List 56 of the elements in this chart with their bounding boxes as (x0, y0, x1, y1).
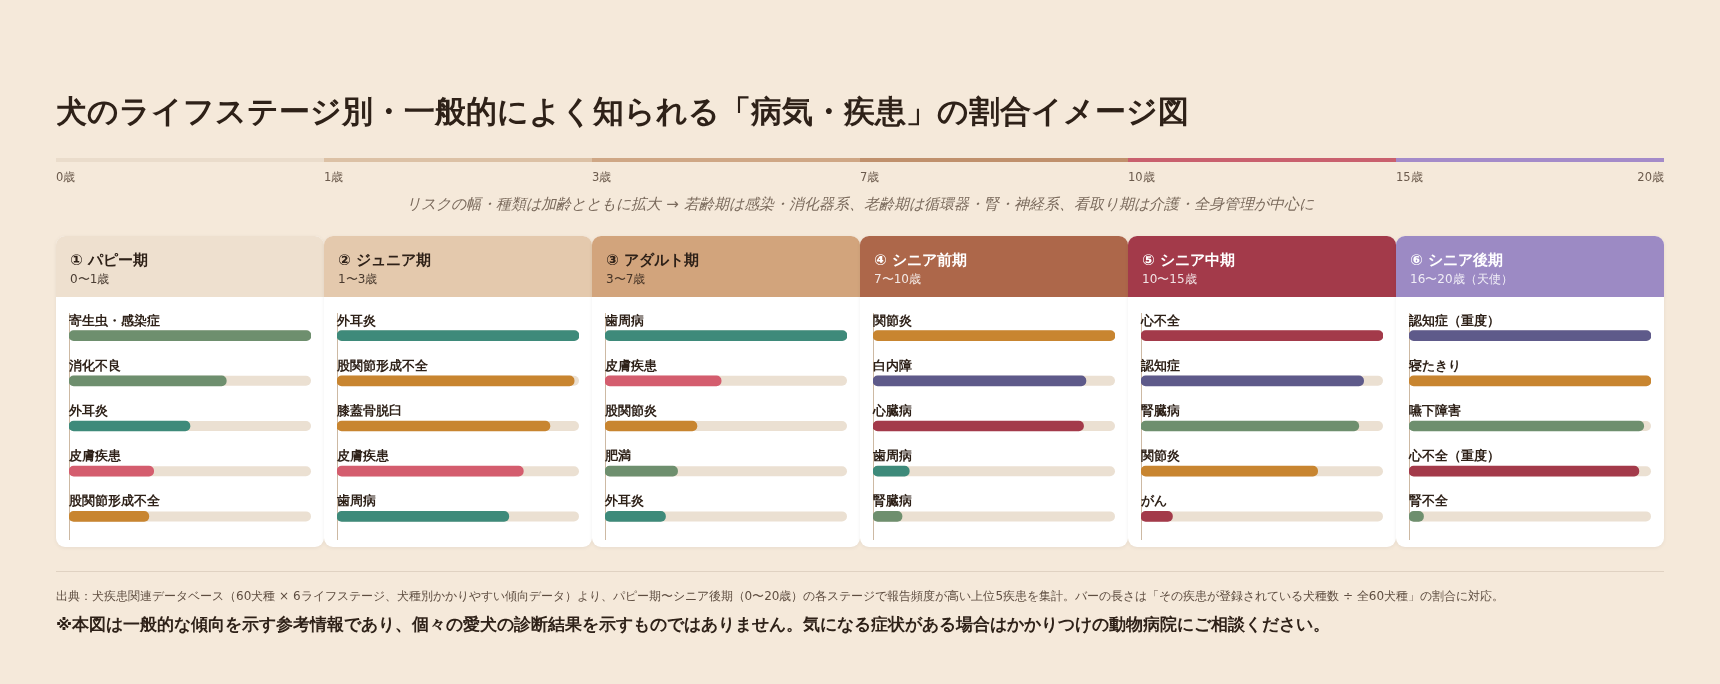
y-tick-label: 皮膚疾患 (68, 448, 122, 464)
y-tick-label: 消化不良 (68, 357, 121, 373)
y-tick-label: 嚥下障害 (1409, 403, 1461, 418)
bar (337, 375, 575, 387)
y-tick-label: 肥満 (604, 448, 631, 464)
chart-title: ③ アダルト期 (606, 250, 700, 270)
y-tick-label: 腎臓病 (1141, 403, 1180, 418)
bar (605, 511, 666, 522)
y-tick-label: 寄生虫・感染症 (69, 312, 160, 328)
chart-subtitle: 10〜15歳 (1142, 271, 1198, 288)
y-tick-label: 皮膚疾患 (336, 448, 390, 464)
category-label: 3歳 (592, 170, 612, 185)
category-label: 20歳 (1637, 170, 1664, 185)
y-tick-label: 寝たきり (1408, 357, 1461, 373)
text: ※本図は一般的な傾向を示す参考情報であり、個々の愛犬の診断結果を示すものではありません。気になる症状がある場合はかかりつけの動物病院にご相談ください。 (56, 614, 1332, 636)
chart-title: ⑥ シニア後期 (1410, 250, 1504, 270)
y-tick-label: 外耳炎 (68, 403, 108, 418)
source-note: 出典：犬疾患関連データベース（60犬種 × 6ライフステージ、犬種別かかりやすい傾向データ）より、パピー期〜シニア後期（0〜20歳）の各ステージで報告頻度が高い上位5疾患を集計。バーの長さは「その疾患が登録されている犬種数 ÷ 全60犬種」の割合に対応。 (56, 588, 1506, 604)
text: リスクの幅・種類は加齢とともに拡大 → 若齢期は感染・消化器系、老齢期は循環器・腎・神経系、看取り期は介護・全身管理が中心に (405, 195, 1315, 214)
chart-title: ⑤ シニア中期 (1142, 250, 1236, 270)
y-tick-label: 外耳炎 (336, 312, 376, 328)
y-tick-label: 股関節形成不全 (68, 493, 161, 509)
category-label: 0歳 (56, 170, 76, 185)
y-tick-label: 股関節形成不全 (336, 357, 429, 373)
category-label: 7歳 (860, 170, 880, 185)
y-tick-label: 外耳炎 (604, 493, 644, 509)
y-tick-label: 心臓病 (872, 403, 912, 418)
y-tick-label: 膝蓋骨脱臼 (336, 403, 402, 418)
y-tick-label: 関節炎 (1141, 448, 1180, 464)
y-tick-label: 白内障 (873, 357, 912, 373)
chart-subtitle: 7〜10歳 (874, 271, 922, 288)
chart-subtitle: 16〜20歳（天使） (1410, 271, 1514, 288)
y-tick-label: 皮膚疾患 (604, 357, 658, 373)
y-tick-label: 関節炎 (873, 312, 912, 328)
chart-subtitle: 0〜1歳 (70, 271, 111, 288)
y-tick-label: 腎臓病 (873, 493, 912, 509)
chart-title: ① パピー期 (70, 250, 149, 270)
chart-title: ④ シニア前期 (874, 250, 968, 270)
text: 犬のライフステージ別・一般的によく知られる「病気・疾患」の割合イメージ図 (56, 92, 1190, 131)
category-label: 10歳 (1128, 170, 1155, 185)
y-tick-label: がん (1140, 493, 1167, 509)
y-tick-label: 歯周病 (604, 312, 644, 328)
chart-subtitle: 1〜3歳 (338, 271, 379, 288)
y-tick-label: 認知症（重度） (1408, 312, 1500, 328)
chart-subtitle: 3〜7歳 (606, 271, 647, 288)
y-tick-label: 心不全 (1140, 312, 1181, 328)
y-tick-label: 心不全（重度） (1408, 448, 1500, 464)
y-tick-label: 歯周病 (336, 493, 376, 509)
y-tick-label: 認知症 (1140, 357, 1180, 373)
y-tick-label: 股関節炎 (604, 403, 657, 418)
y-tick-label: 歯周病 (872, 448, 912, 464)
bar (873, 465, 910, 477)
y-tick-label: 腎不全 (1409, 493, 1449, 509)
chart-title: ② ジュニア期 (338, 250, 432, 270)
category-label: 1歳 (324, 170, 344, 185)
category-label: 15歳 (1396, 170, 1423, 185)
